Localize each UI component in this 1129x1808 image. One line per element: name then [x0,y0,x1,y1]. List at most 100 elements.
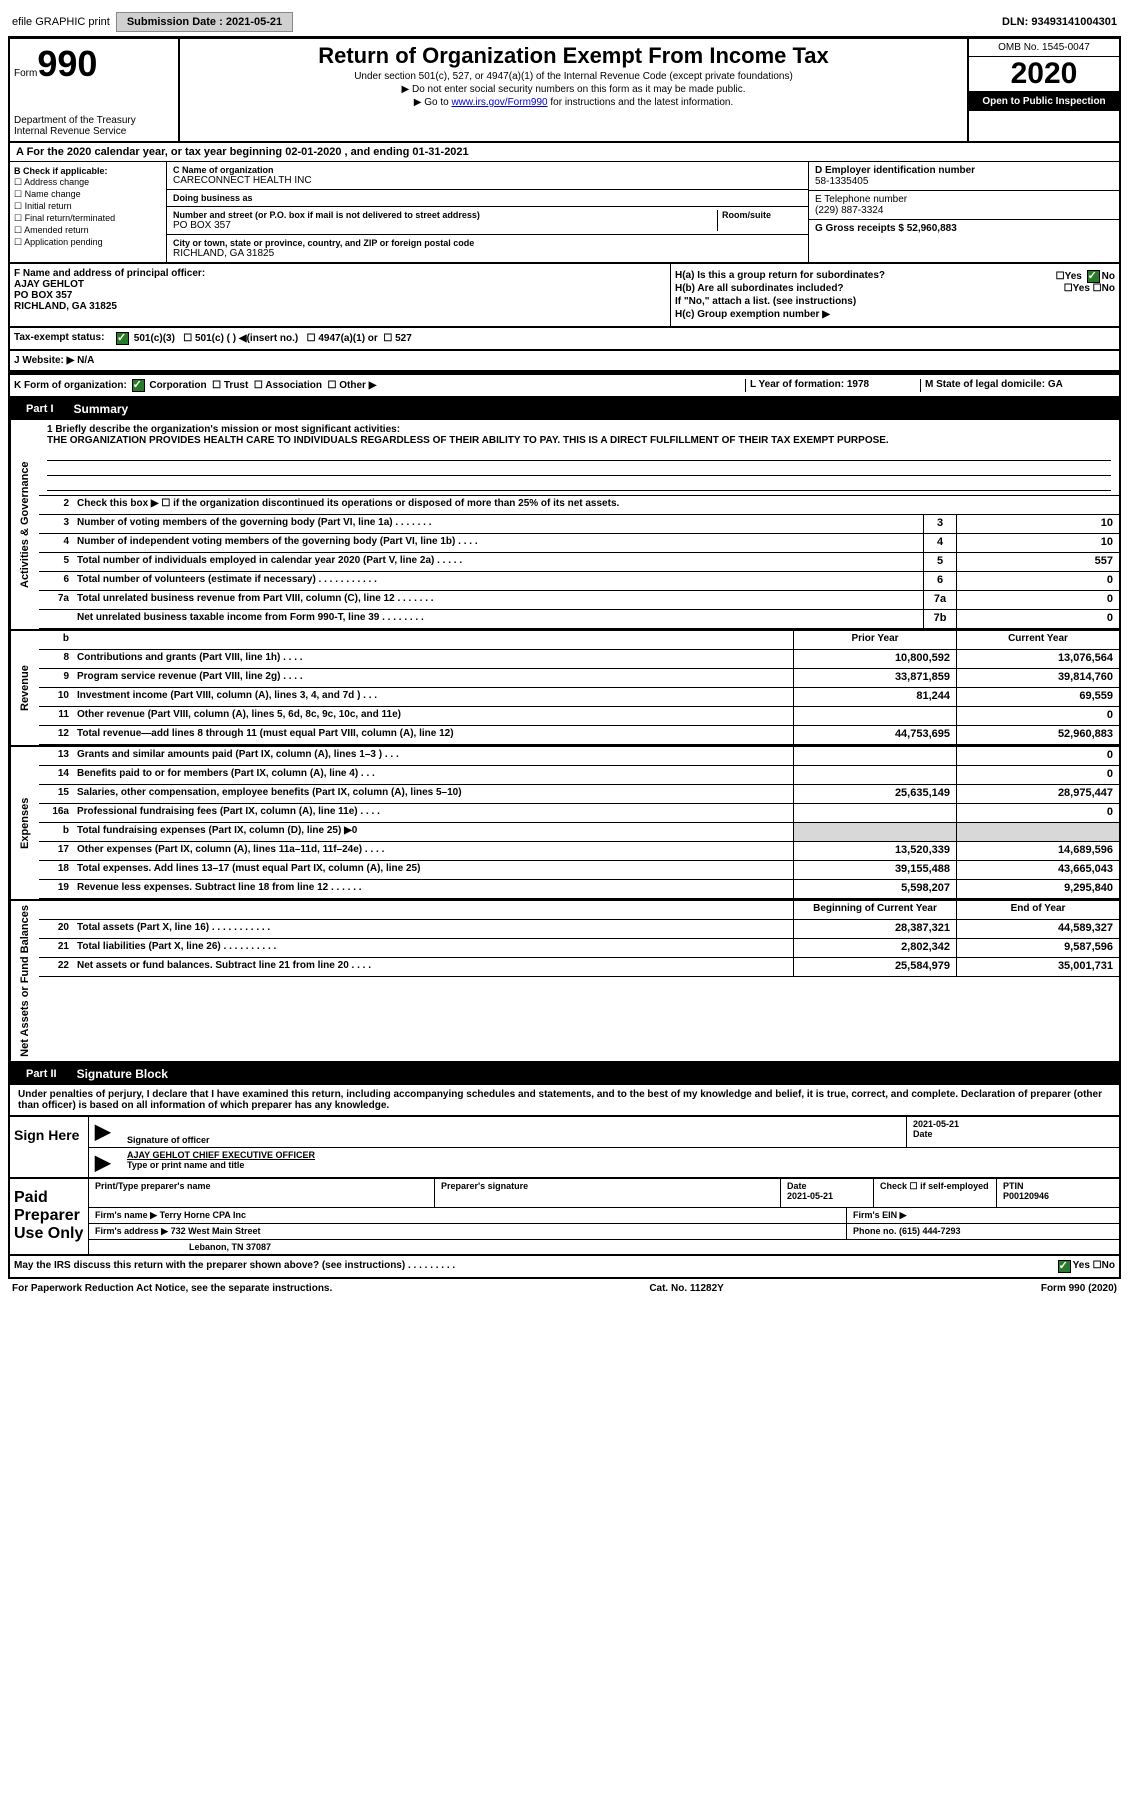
org-city: RICHLAND, GA 31825 [173,248,802,259]
row-klm: K Form of organization: Corporation ☐ Tr… [8,372,1121,398]
tax-exempt-row: Tax-exempt status: 501(c)(3) ☐ 501(c) ( … [8,328,1121,351]
table-row: 16aProfessional fundraising fees (Part I… [39,804,1119,823]
irs-label: Internal Revenue Service [14,126,174,137]
section-revenue: Revenue b Prior Year Current Year 8Contr… [8,631,1121,747]
table-row: 12Total revenue—add lines 8 through 11 (… [39,726,1119,745]
tab-expenses: Expenses [10,747,39,899]
header-center: Return of Organization Exempt From Incom… [180,39,967,141]
sign-arrow-icon: ▶ [89,1148,121,1177]
chk-discuss-yes[interactable] [1058,1260,1071,1273]
penalty-statement: Under penalties of perjury, I declare th… [8,1085,1121,1117]
header-left: Form990 Department of the Treasury Inter… [10,39,180,141]
prep-date: 2021-05-21 [787,1191,867,1201]
box-b: B Check if applicable: ☐ Address change … [10,162,167,262]
tax-year: 2020 [969,57,1119,92]
state-domicile: GA [1048,379,1063,390]
section-expenses: Expenses 13Grants and similar amounts pa… [8,747,1121,901]
form-title: Return of Organization Exempt From Incom… [184,43,963,69]
chk-corp[interactable] [132,379,145,392]
boxes-fh: F Name and address of principal officer:… [8,264,1121,328]
page-footer: For Paperwork Reduction Act Notice, see … [8,1279,1121,1298]
firm-addr2: Lebanon, TN 37087 [89,1240,1119,1254]
header-sub2: ▶ Do not enter social security numbers o… [184,84,963,95]
chk-name-change[interactable]: ☐ Name change [14,189,162,200]
year-formation: 1978 [847,379,869,390]
tab-revenue: Revenue [10,631,39,745]
chk-app-pending[interactable]: ☐ Application pending [14,237,162,248]
table-row: 17Other expenses (Part IX, column (A), l… [39,842,1119,861]
header-sub3: ▶ Go to www.irs.gov/Form990 for instruct… [184,97,963,108]
table-row: 20Total assets (Part X, line 16) . . . .… [39,920,1119,939]
website-value: N/A [77,355,94,366]
box-c: C Name of organization CARECONNECT HEALT… [167,162,808,262]
part1-header: Part I Summary [8,398,1121,420]
efile-label: efile GRAPHIC print [12,16,110,28]
chk-amended[interactable]: ☐ Amended return [14,225,162,236]
table-row: 19Revenue less expenses. Subtract line 1… [39,880,1119,899]
calendar-year-row: A For the 2020 calendar year, or tax yea… [8,143,1121,162]
submission-date-value: 2021-05-21 [226,16,282,28]
table-row: Net unrelated business taxable income fr… [39,610,1119,629]
header-sub1: Under section 501(c), 527, or 4947(a)(1)… [184,71,963,82]
table-row: bTotal fundraising expenses (Part IX, co… [39,823,1119,842]
submission-date-label: Submission Date : [127,16,223,28]
chk-initial-return[interactable]: ☐ Initial return [14,201,162,212]
table-row: 18Total expenses. Add lines 13–17 (must … [39,861,1119,880]
open-inspection-badge: Open to Public Inspection [969,92,1119,111]
chk-501c3[interactable] [116,332,129,345]
boxes-deg: D Employer identification number 58-1335… [808,162,1119,262]
chk-final-return[interactable]: ☐ Final return/terminated [14,213,162,224]
part2-header: Part II Signature Block [8,1063,1121,1085]
firm-phone: (615) 444-7293 [899,1226,961,1236]
table-row: 14Benefits paid to or for members (Part … [39,766,1119,785]
ein: 58-1335405 [815,176,1113,187]
chk-ha-no[interactable] [1087,270,1100,283]
officer-name: AJAY GEHLOT [14,279,666,290]
sign-here-block: Sign Here ▶ Signature of officer 2021-05… [8,1117,1121,1179]
table-row: 9Program service revenue (Part VIII, lin… [39,669,1119,688]
table-row: 22Net assets or fund balances. Subtract … [39,958,1119,977]
discuss-row: May the IRS discuss this return with the… [8,1256,1121,1279]
table-row: 10Investment income (Part VIII, column (… [39,688,1119,707]
table-row: 7aTotal unrelated business revenue from … [39,591,1119,610]
dln: DLN: 93493141004301 [1002,16,1117,28]
form-header: Form990 Department of the Treasury Inter… [8,37,1121,143]
ptin: P00120946 [1003,1191,1113,1201]
tax-year-begin: 02-01-2020 [285,146,341,158]
paid-preparer-block: Paid Preparer Use Only Print/Type prepar… [8,1179,1121,1256]
firm-name: Terry Horne CPA Inc [160,1210,246,1220]
sig-date: 2021-05-21 [913,1119,1113,1129]
sign-arrow-icon: ▶ [89,1117,121,1147]
tab-net-assets: Net Assets or Fund Balances [10,901,39,1061]
box-h: H(a) Is this a group return for subordin… [670,264,1119,326]
efile-topbar: efile GRAPHIC print Submission Date : 20… [8,8,1121,37]
org-address: PO BOX 357 [173,220,717,231]
org-name: CARECONNECT HEALTH INC [173,175,802,186]
section-net-assets: Net Assets or Fund Balances Beginning of… [8,901,1121,1063]
table-row: 6Total number of volunteers (estimate if… [39,572,1119,591]
dept-treasury: Department of the Treasury [14,115,174,126]
mission-text: THE ORGANIZATION PROVIDES HEALTH CARE TO… [47,435,1111,446]
chk-address-change[interactable]: ☐ Address change [14,177,162,188]
box-f: F Name and address of principal officer:… [10,264,670,326]
gross-receipts-value: 52,960,883 [907,223,957,234]
officer-name-title: AJAY GEHLOT CHIEF EXECUTIVE OFFICER [127,1150,1113,1160]
table-row: 3Number of voting members of the governi… [39,515,1119,534]
boxes-bcdeg: B Check if applicable: ☐ Address change … [8,162,1121,264]
table-row: 5Total number of individuals employed in… [39,553,1119,572]
table-row: 11Other revenue (Part VIII, column (A), … [39,707,1119,726]
section-governance: Activities & Governance 1 Briefly descri… [8,420,1121,631]
form-number: 990 [37,43,97,84]
tab-governance: Activities & Governance [10,420,39,629]
website-row: J Website: ▶ N/A [8,351,1121,372]
table-row: 4Number of independent voting members of… [39,534,1119,553]
header-right: OMB No. 1545-0047 2020 Open to Public In… [967,39,1119,141]
instructions-link[interactable]: www.irs.gov/Form990 [451,97,547,108]
tax-year-end: 01-31-2021 [412,146,468,158]
firm-addr1: 732 West Main Street [171,1226,261,1236]
table-row: 15Salaries, other compensation, employee… [39,785,1119,804]
telephone: (229) 887-3324 [815,205,1113,216]
submission-date-button[interactable]: Submission Date : 2021-05-21 [116,12,293,32]
table-row: 21Total liabilities (Part X, line 26) . … [39,939,1119,958]
table-row: 8Contributions and grants (Part VIII, li… [39,650,1119,669]
